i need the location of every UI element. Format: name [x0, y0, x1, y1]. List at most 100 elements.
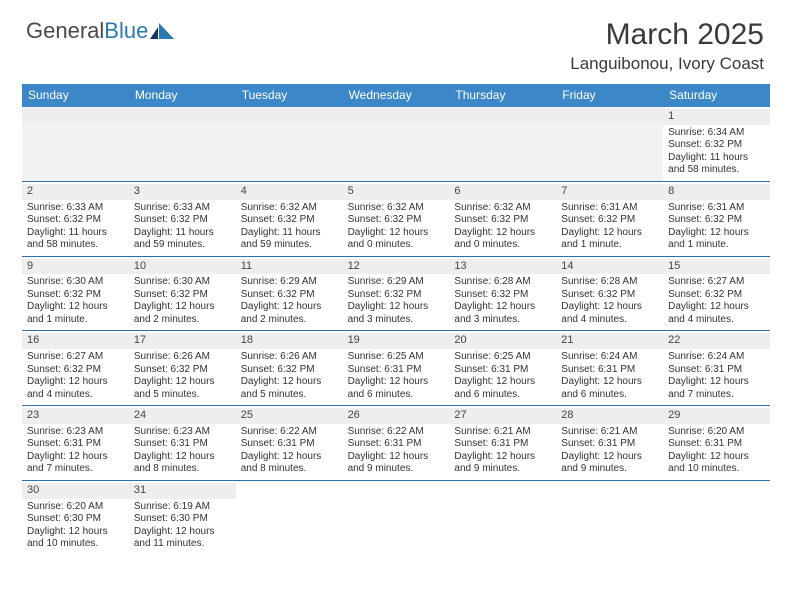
cell-daylight: Daylight: 12 hours and 2 minutes. [241, 301, 338, 326]
cell-sunrise: Sunrise: 6:30 AM [27, 276, 124, 289]
calendar-cell: 17Sunrise: 6:26 AMSunset: 6:32 PMDayligh… [129, 331, 236, 405]
calendar-cell: 29Sunrise: 6:20 AMSunset: 6:31 PMDayligh… [663, 406, 770, 480]
day-header: Friday [556, 84, 663, 107]
calendar-cell: 18Sunrise: 6:26 AMSunset: 6:32 PMDayligh… [236, 331, 343, 405]
calendar-cell: 27Sunrise: 6:21 AMSunset: 6:31 PMDayligh… [449, 406, 556, 480]
cell-sunrise: Sunrise: 6:24 AM [668, 351, 765, 364]
cell-daylight: Daylight: 12 hours and 2 minutes. [134, 301, 231, 326]
cell-sunrise: Sunrise: 6:21 AM [454, 426, 551, 439]
cell-daylight: Daylight: 12 hours and 9 minutes. [561, 451, 658, 476]
cell-daylight: Daylight: 11 hours and 59 minutes. [134, 227, 231, 252]
cell-sunrise: Sunrise: 6:32 AM [454, 202, 551, 215]
day-header: Wednesday [343, 84, 450, 107]
cell-sunrise: Sunrise: 6:29 AM [241, 276, 338, 289]
cell-sunset: Sunset: 6:31 PM [561, 438, 658, 451]
calendar-cell: 21Sunrise: 6:24 AMSunset: 6:31 PMDayligh… [556, 331, 663, 405]
cell-sunrise: Sunrise: 6:26 AM [241, 351, 338, 364]
calendar-week: 1Sunrise: 6:34 AMSunset: 6:32 PMDaylight… [22, 107, 770, 182]
cell-sunrise: Sunrise: 6:31 AM [668, 202, 765, 215]
day-number-blank [129, 109, 236, 123]
calendar-cell: 9Sunrise: 6:30 AMSunset: 6:32 PMDaylight… [22, 257, 129, 331]
day-number: 19 [343, 333, 450, 349]
calendar-cell-empty [129, 107, 236, 181]
calendar-cell: 30Sunrise: 6:20 AMSunset: 6:30 PMDayligh… [22, 481, 129, 555]
cell-sunset: Sunset: 6:32 PM [241, 214, 338, 227]
day-number: 16 [22, 333, 129, 349]
cell-sunrise: Sunrise: 6:23 AM [134, 426, 231, 439]
cell-sunset: Sunset: 6:31 PM [454, 364, 551, 377]
cell-sunrise: Sunrise: 6:33 AM [27, 202, 124, 215]
day-number: 25 [236, 408, 343, 424]
cell-sunrise: Sunrise: 6:22 AM [348, 426, 445, 439]
cell-daylight: Daylight: 12 hours and 10 minutes. [27, 526, 124, 551]
day-number: 12 [343, 259, 450, 275]
cell-sunrise: Sunrise: 6:28 AM [561, 276, 658, 289]
cell-sunset: Sunset: 6:31 PM [454, 438, 551, 451]
cell-sunrise: Sunrise: 6:27 AM [668, 276, 765, 289]
cell-daylight: Daylight: 12 hours and 4 minutes. [668, 301, 765, 326]
calendar-cell: 11Sunrise: 6:29 AMSunset: 6:32 PMDayligh… [236, 257, 343, 331]
cell-daylight: Daylight: 12 hours and 6 minutes. [454, 376, 551, 401]
day-number: 7 [556, 184, 663, 200]
day-number-blank [556, 109, 663, 123]
calendar-cell: 16Sunrise: 6:27 AMSunset: 6:32 PMDayligh… [22, 331, 129, 405]
cell-sunrise: Sunrise: 6:19 AM [134, 501, 231, 514]
cell-sunrise: Sunrise: 6:29 AM [348, 276, 445, 289]
day-number-blank [449, 109, 556, 123]
calendar-cell: 6Sunrise: 6:32 AMSunset: 6:32 PMDaylight… [449, 182, 556, 256]
day-number: 3 [129, 184, 236, 200]
calendar-cell: 10Sunrise: 6:30 AMSunset: 6:32 PMDayligh… [129, 257, 236, 331]
cell-daylight: Daylight: 11 hours and 58 minutes. [668, 152, 765, 177]
cell-sunset: Sunset: 6:31 PM [668, 364, 765, 377]
calendar-cell-empty [449, 107, 556, 181]
cell-sunset: Sunset: 6:32 PM [454, 214, 551, 227]
day-number: 9 [22, 259, 129, 275]
day-number: 2 [22, 184, 129, 200]
calendar-cell-empty [22, 107, 129, 181]
cell-daylight: Daylight: 12 hours and 6 minutes. [348, 376, 445, 401]
cell-sunset: Sunset: 6:32 PM [454, 289, 551, 302]
cell-sunset: Sunset: 6:32 PM [27, 214, 124, 227]
cell-sunrise: Sunrise: 6:32 AM [241, 202, 338, 215]
cell-sunrise: Sunrise: 6:23 AM [27, 426, 124, 439]
calendar-cell-empty [556, 107, 663, 181]
day-number: 10 [129, 259, 236, 275]
cell-daylight: Daylight: 12 hours and 7 minutes. [27, 451, 124, 476]
cell-sunset: Sunset: 6:32 PM [27, 364, 124, 377]
title-block: March 2025 Languibonou, Ivory Coast [570, 18, 764, 74]
calendar-cell: 12Sunrise: 6:29 AMSunset: 6:32 PMDayligh… [343, 257, 450, 331]
calendar-cell: 23Sunrise: 6:23 AMSunset: 6:31 PMDayligh… [22, 406, 129, 480]
brand-part1: General [26, 18, 104, 44]
calendar-cell: 31Sunrise: 6:19 AMSunset: 6:30 PMDayligh… [129, 481, 236, 555]
cell-sunset: Sunset: 6:32 PM [134, 214, 231, 227]
day-number: 20 [449, 333, 556, 349]
cell-sunrise: Sunrise: 6:20 AM [27, 501, 124, 514]
cell-sunrise: Sunrise: 6:22 AM [241, 426, 338, 439]
cell-sunset: Sunset: 6:32 PM [668, 139, 765, 152]
cell-sunset: Sunset: 6:32 PM [348, 289, 445, 302]
cell-daylight: Daylight: 12 hours and 9 minutes. [454, 451, 551, 476]
cell-sunrise: Sunrise: 6:24 AM [561, 351, 658, 364]
cell-sunset: Sunset: 6:31 PM [348, 438, 445, 451]
day-number: 6 [449, 184, 556, 200]
calendar-cell-empty [449, 481, 556, 555]
cell-daylight: Daylight: 12 hours and 5 minutes. [134, 376, 231, 401]
calendar-cell: 26Sunrise: 6:22 AMSunset: 6:31 PMDayligh… [343, 406, 450, 480]
cell-sunset: Sunset: 6:32 PM [668, 214, 765, 227]
day-number: 23 [22, 408, 129, 424]
day-number: 28 [556, 408, 663, 424]
calendar-cell-empty [343, 481, 450, 555]
day-number-blank [343, 109, 450, 123]
cell-sunset: Sunset: 6:32 PM [348, 214, 445, 227]
calendar-cell: 28Sunrise: 6:21 AMSunset: 6:31 PMDayligh… [556, 406, 663, 480]
cell-sunset: Sunset: 6:32 PM [27, 289, 124, 302]
cell-daylight: Daylight: 12 hours and 1 minute. [561, 227, 658, 252]
cell-daylight: Daylight: 12 hours and 8 minutes. [241, 451, 338, 476]
cell-sunset: Sunset: 6:32 PM [668, 289, 765, 302]
cell-sunset: Sunset: 6:31 PM [348, 364, 445, 377]
cell-daylight: Daylight: 12 hours and 3 minutes. [454, 301, 551, 326]
cell-sunset: Sunset: 6:31 PM [241, 438, 338, 451]
day-header: Thursday [449, 84, 556, 107]
cell-daylight: Daylight: 12 hours and 6 minutes. [561, 376, 658, 401]
cell-sunrise: Sunrise: 6:31 AM [561, 202, 658, 215]
